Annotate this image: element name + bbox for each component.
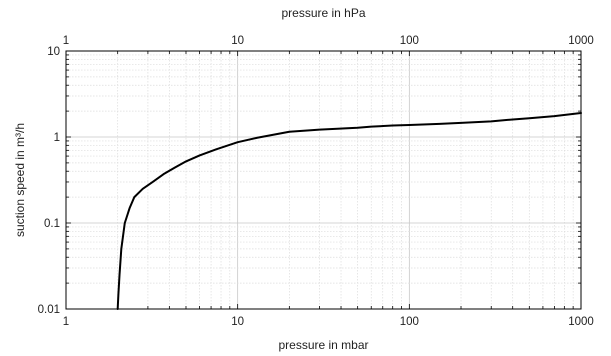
x-axis-title-top: pressure in hPa: [281, 6, 365, 20]
y-tick-label: 0.1: [44, 218, 60, 230]
x-tick-label-bottom: 1: [63, 316, 69, 328]
plot-frame: [65, 50, 582, 310]
y-tick-label: 1: [54, 132, 60, 144]
axis-ticks: [66, 51, 581, 309]
x-axis-title-bottom: pressure in mbar: [278, 338, 368, 352]
y-tick-label: 10: [47, 46, 60, 58]
grid: [66, 51, 581, 309]
x-tick-label-top: 1000: [568, 35, 594, 47]
x-tick-label-bottom: 1000: [568, 316, 594, 328]
x-tick-label-bottom: 100: [400, 316, 419, 328]
x-tick-label-bottom: 10: [231, 316, 244, 328]
x-tick-label-top: 10: [231, 35, 244, 47]
x-tick-label-top: 100: [400, 35, 419, 47]
y-tick-label: 0.01: [38, 304, 60, 316]
suction-speed-curve: [116, 112, 582, 310]
y-axis-title: suction speed in m³/h: [13, 123, 27, 237]
x-tick-label-top: 1: [63, 35, 69, 47]
